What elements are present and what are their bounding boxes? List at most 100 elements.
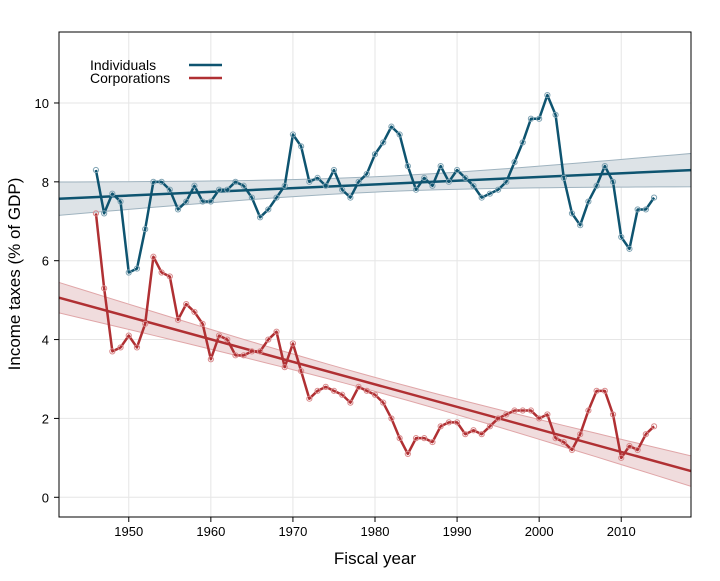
data-point-corporations bbox=[404, 450, 411, 458]
data-point-individuals bbox=[421, 174, 428, 181]
data-point-corporations bbox=[470, 427, 477, 434]
legend-label-individuals: Individuals bbox=[90, 57, 156, 73]
data-point-corporations bbox=[445, 419, 452, 426]
data-point-corporations bbox=[330, 387, 338, 394]
data-point-individuals bbox=[109, 190, 116, 197]
data-point-individuals bbox=[519, 139, 526, 146]
data-point-corporations bbox=[166, 273, 173, 280]
data-point-individuals bbox=[330, 166, 338, 174]
y-tick-label: 4 bbox=[42, 333, 49, 348]
data-point-corporations bbox=[191, 308, 198, 316]
data-point-individuals bbox=[150, 178, 157, 185]
data-point-individuals bbox=[503, 178, 510, 185]
data-point-corporations bbox=[577, 431, 584, 438]
data-point-corporations bbox=[634, 446, 641, 454]
data-point-corporations bbox=[314, 387, 321, 394]
data-point-individuals bbox=[396, 131, 403, 138]
data-point-corporations bbox=[388, 415, 395, 422]
data-point-corporations bbox=[396, 435, 403, 442]
data-point-corporations bbox=[355, 383, 362, 390]
data-point-corporations bbox=[322, 383, 329, 390]
y-tick-label: 6 bbox=[42, 254, 49, 269]
x-tick-label: 1990 bbox=[443, 524, 472, 539]
data-point-individuals bbox=[232, 178, 239, 185]
data-point-individuals bbox=[256, 214, 264, 221]
data-point-individuals bbox=[568, 210, 576, 217]
legend: Individuals Corporations bbox=[90, 57, 222, 86]
data-point-corporations bbox=[142, 320, 149, 327]
data-point-corporations bbox=[609, 411, 617, 418]
data-point-corporations bbox=[421, 435, 428, 442]
data-point-corporations bbox=[536, 415, 543, 422]
data-point-corporations bbox=[125, 332, 132, 339]
data-point-corporations bbox=[174, 316, 182, 323]
data-point-individuals bbox=[166, 186, 173, 193]
data-point-corporations bbox=[519, 407, 526, 414]
data-point-corporations bbox=[281, 364, 288, 371]
data-point-individuals bbox=[650, 194, 658, 201]
x-tick-label: 2010 bbox=[607, 524, 636, 539]
data-point-individuals bbox=[486, 190, 494, 197]
data-point-individuals bbox=[593, 182, 600, 189]
data-point-individuals bbox=[552, 111, 559, 118]
data-point-corporations bbox=[478, 431, 485, 438]
data-point-individuals bbox=[183, 198, 190, 205]
data-point-corporations bbox=[183, 300, 190, 308]
data-point-corporations bbox=[486, 423, 494, 430]
data-point-individuals bbox=[429, 182, 436, 189]
data-point-individuals bbox=[634, 206, 641, 213]
data-point-corporations bbox=[544, 411, 551, 418]
data-point-individuals bbox=[289, 131, 297, 138]
data-point-individuals bbox=[306, 178, 313, 185]
data-point-individuals bbox=[577, 222, 584, 229]
data-point-corporations bbox=[224, 336, 231, 343]
data-point-individuals bbox=[273, 194, 280, 201]
data-point-corporations bbox=[437, 423, 444, 430]
data-point-individuals bbox=[536, 115, 543, 122]
data-point-individuals bbox=[339, 186, 346, 193]
data-point-individuals bbox=[380, 139, 387, 146]
data-point-individuals bbox=[404, 162, 411, 170]
data-point-individuals bbox=[470, 182, 477, 189]
y-tick-label: 10 bbox=[35, 96, 49, 111]
data-point-individuals bbox=[191, 182, 198, 189]
series-lines bbox=[92, 91, 658, 461]
data-point-corporations bbox=[339, 391, 346, 398]
y-tick-label: 2 bbox=[42, 411, 49, 426]
data-point-corporations bbox=[232, 352, 239, 359]
data-point-corporations bbox=[593, 387, 600, 394]
data-point-corporations bbox=[256, 348, 264, 355]
data-point-individuals bbox=[314, 174, 321, 181]
data-point-individuals bbox=[560, 174, 567, 181]
data-point-corporations bbox=[568, 446, 576, 454]
legend-label-corporations: Corporations bbox=[90, 70, 170, 86]
data-point-individuals bbox=[642, 206, 649, 213]
data-point-individuals bbox=[445, 178, 452, 185]
data-point-individuals bbox=[322, 182, 329, 189]
data-point-corporations bbox=[133, 344, 141, 351]
data-point-corporations bbox=[117, 344, 124, 351]
x-axis-label: Fiscal year bbox=[334, 549, 417, 568]
data-point-individuals bbox=[347, 194, 354, 201]
data-point-individuals bbox=[601, 162, 608, 170]
data-point-corporations bbox=[650, 423, 658, 430]
data-point-corporations bbox=[273, 328, 280, 335]
trend-lines bbox=[58, 168, 692, 473]
data-point-individuals bbox=[355, 178, 362, 185]
data-point-corporations bbox=[552, 435, 559, 442]
data-point-individuals bbox=[412, 186, 420, 193]
data-point-individuals bbox=[117, 198, 124, 205]
data-point-corporations bbox=[527, 407, 535, 414]
data-point-corporations bbox=[347, 399, 354, 406]
trend-line-individuals bbox=[58, 168, 692, 200]
data-point-individuals bbox=[158, 178, 165, 185]
data-point-individuals bbox=[437, 162, 444, 170]
trend-line-corporations bbox=[58, 296, 692, 473]
data-point-individuals bbox=[618, 233, 625, 241]
data-point-individuals bbox=[298, 143, 305, 150]
data-point-corporations bbox=[618, 454, 625, 461]
data-point-corporations bbox=[560, 438, 567, 446]
data-point-individuals bbox=[527, 115, 535, 122]
data-point-corporations bbox=[289, 340, 297, 347]
